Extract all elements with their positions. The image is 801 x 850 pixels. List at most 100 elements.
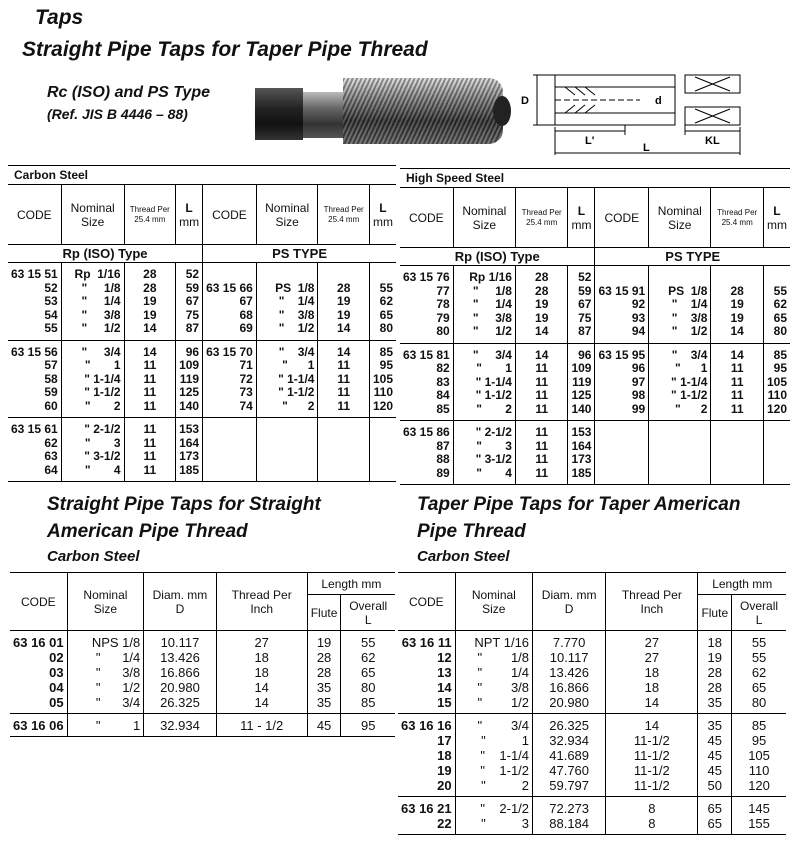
cell: " 3 <box>476 438 512 453</box>
cell: 88 <box>436 452 450 466</box>
cell: 63 16 06 <box>13 718 64 733</box>
cell: 11 <box>143 462 157 477</box>
subtitle: Rc (ISO) and PS Type <box>47 84 210 101</box>
cell: 11 <box>730 401 744 416</box>
cell: 35 <box>707 718 723 733</box>
row-group: 63 16 06 " 1 32.934 11 - 1/2 45 95 <box>10 713 395 737</box>
cell: 11 <box>535 452 549 466</box>
cell: 45 <box>707 748 723 763</box>
cell: " 1 <box>476 361 512 375</box>
cell <box>767 453 787 467</box>
cell: 15 <box>437 695 452 710</box>
cell: 20 <box>437 778 452 793</box>
col-thread-per-inch-label: Thread Per Inch <box>231 587 292 616</box>
cell: 45 <box>707 763 723 778</box>
cell: 140 <box>571 401 592 416</box>
cell: 14 <box>644 718 660 733</box>
cell <box>373 450 393 464</box>
col-diameter-label: Diam. mm D <box>541 587 597 616</box>
label-d: d <box>655 95 662 107</box>
col-flute: Flute <box>697 594 732 631</box>
col-nominal-size: Nominal Size <box>452 187 516 248</box>
cell: 173 <box>179 449 200 463</box>
cell: 27 <box>644 635 660 650</box>
row-group: 63 16 11 12 13 14 15 NPT 1/16 " 1/8 " 1/4 " 3/8 "… <box>398 630 786 714</box>
cell: 67 <box>239 294 253 308</box>
cell: 28 <box>316 665 332 680</box>
cell: 13.426 <box>160 650 200 665</box>
cell: 153 <box>179 422 200 436</box>
cell: " 1-1/2 <box>671 388 708 402</box>
cell: 73 <box>239 385 253 399</box>
cell: 18 <box>644 665 660 680</box>
cell: 41.689 <box>549 748 590 763</box>
cell: " 3/8 <box>95 665 141 680</box>
cell: " 1-1/4 <box>278 371 315 386</box>
col-overall-label: Overall L <box>349 598 388 627</box>
col-code: CODE <box>10 573 67 631</box>
cell: 120 <box>748 778 770 793</box>
spec-table-nps: CODE Nominal Size Diam. mm D Thread Per Inc… <box>10 572 395 737</box>
col-length-label: L <box>185 200 193 215</box>
category-title: Taps <box>35 6 84 29</box>
cell: 164 <box>571 438 592 453</box>
cell: 63 16 16 <box>401 718 452 733</box>
col-length-unit: mm <box>571 217 592 232</box>
cell: 11 <box>535 401 549 416</box>
cell: NPS 1/8 <box>91 635 141 650</box>
cell: " 2-1/2 <box>84 422 121 436</box>
cell: 26.325 <box>160 695 200 710</box>
cell: 19 <box>143 294 157 308</box>
cell: " 4 <box>476 465 512 480</box>
reference: (Ref. JIS B 4446 – 88) <box>47 106 188 122</box>
cell: 55 <box>360 635 376 650</box>
cell: 02 <box>49 650 64 665</box>
cell <box>598 467 645 481</box>
cell: " 1/4 <box>671 297 708 311</box>
cell: 11 - 1/2 <box>240 718 284 733</box>
cell: 27 <box>644 650 660 665</box>
cell: 80 <box>773 324 787 338</box>
col-thread: Thread Per 25.4 mm <box>514 187 568 248</box>
cell: 14 <box>730 324 744 338</box>
cell <box>260 423 315 437</box>
cell: 140 <box>179 398 200 413</box>
cell: " 3 <box>84 435 121 450</box>
cell: 72.273 <box>549 801 590 816</box>
cell: 59 <box>44 385 58 399</box>
cell: 11 <box>143 422 157 436</box>
cell: 50 <box>707 778 723 793</box>
cell: 77 <box>436 283 450 298</box>
cell: " 3/8 <box>278 307 315 322</box>
col-thread-label: Thread Per 25.4 mm <box>717 207 758 227</box>
cell <box>321 437 365 451</box>
cell: 58 <box>44 371 58 386</box>
cell: 11 <box>143 449 157 463</box>
cell: 18 <box>707 635 723 650</box>
cell: 119 <box>572 374 592 389</box>
row-group: 63 16 16 17 18 19 20 " 3/4 " 1 " 1-1/4 " 1-1/2 " … <box>398 713 786 797</box>
row-group: 63 15 51 52 53 54 55 Rp 1/16 " 1/8 " 1/4 " 3/8 " … <box>8 262 396 340</box>
cell: 18 <box>437 748 452 763</box>
cell: " 2 <box>476 401 512 416</box>
cell: 11 <box>337 358 351 372</box>
length-label: Length mm <box>712 576 773 591</box>
cell: 62 <box>360 650 376 665</box>
cell: " 4 <box>84 462 121 477</box>
cell: 45 <box>707 733 723 748</box>
cell: 74 <box>239 398 253 413</box>
cell: " 2 <box>84 398 121 413</box>
cell: 19 <box>535 297 549 311</box>
cell: 32.934 <box>160 718 200 733</box>
col-thread-label: Thread Per 25.4 mm <box>521 207 562 227</box>
cell: NPT 1/16 <box>474 635 530 650</box>
cell: " 2 <box>481 778 530 793</box>
material-label: High Speed Steel <box>406 171 505 185</box>
cell: " 3/8 <box>81 307 121 322</box>
cell: 67 <box>578 297 592 311</box>
cell: 11-1/2 <box>633 733 670 748</box>
cell: 94 <box>631 324 646 338</box>
cell: " 3/4 <box>472 347 512 362</box>
cell: " 1-1/4 <box>84 371 121 386</box>
